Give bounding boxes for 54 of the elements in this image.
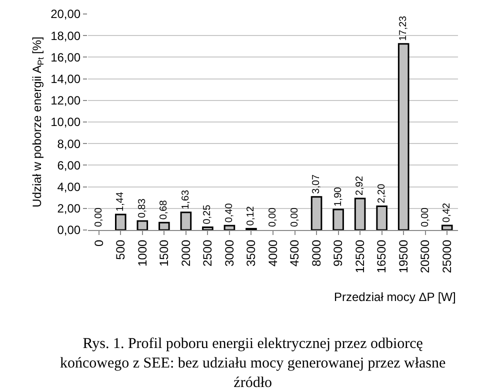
x-tick-label: 20500	[418, 239, 432, 274]
y-tick-label: 2,00	[57, 202, 81, 216]
data-label: 2,92	[354, 176, 366, 196]
data-label: 17,23	[398, 15, 410, 41]
data-label: 2,20	[376, 183, 388, 204]
bar	[115, 214, 126, 230]
bar	[202, 226, 214, 230]
y-tick-label: 12,00	[50, 94, 81, 108]
x-tick-label: 4000	[266, 239, 280, 267]
bar	[158, 222, 170, 230]
bar	[180, 212, 192, 230]
data-label: 0,83	[136, 198, 148, 218]
data-label: 0,00	[93, 207, 104, 227]
x-tick-label: 8000	[309, 239, 324, 267]
x-tick-label: 500	[114, 239, 128, 260]
y-tick-label: 20,00	[50, 7, 81, 22]
data-label: 0,00	[420, 207, 431, 227]
x-tick-label: 1000	[135, 239, 150, 267]
x-tick-label: 12500	[352, 239, 367, 274]
data-label: 0,12	[246, 206, 257, 226]
data-label: 1,63	[180, 190, 192, 210]
y-tick-label: 0,00	[57, 223, 81, 238]
data-label: 1,90	[332, 186, 344, 206]
x-tick-label: 2500	[200, 239, 215, 267]
x-tick-label: 2000	[178, 239, 193, 267]
bar	[136, 220, 148, 230]
y-tick-label: 4,00	[57, 180, 81, 194]
text: Rys. 1. Profil poboru energii elektrycznej przez odbiorcę końcowego z SEE: bez udziału mocy generowanej przez własne źródło	[60, 336, 446, 390]
x-tick-label: 16500	[374, 239, 389, 274]
x-tick-label: 9500	[331, 239, 346, 267]
data-label: 0,68	[158, 200, 170, 220]
x-tick-label: 3000	[222, 239, 236, 267]
x-tick-label: 19500	[396, 239, 410, 274]
x-tick-label: 3500	[244, 239, 258, 267]
data-label: 0,25	[202, 204, 214, 224]
y-tick-label: 18,00	[50, 28, 81, 43]
bar	[441, 224, 453, 230]
y-tick-label: 8,00	[57, 136, 81, 151]
x-tick-label: 1500	[157, 239, 172, 267]
bar	[224, 224, 236, 230]
data-label: 0,00	[268, 207, 278, 227]
y-tick-label: 6,00	[57, 158, 81, 172]
data-label: 0,40	[224, 202, 235, 223]
x-tick-label: 4500	[288, 239, 302, 267]
y-tick-label: 16,00	[50, 50, 81, 64]
x-axis-title: Przedział mocy ΔP [W]	[334, 290, 456, 304]
x-tick-label: 0	[92, 239, 106, 246]
x-tick-label: 25000	[440, 239, 454, 274]
data-label: 3,07	[311, 174, 322, 194]
y-tick-label: 14,00	[50, 72, 81, 86]
y-tick-label: 10,00	[50, 115, 81, 130]
data-label: 0,00	[289, 207, 300, 227]
data-label: 1,44	[115, 192, 126, 212]
data-label: 0,42	[442, 202, 453, 222]
